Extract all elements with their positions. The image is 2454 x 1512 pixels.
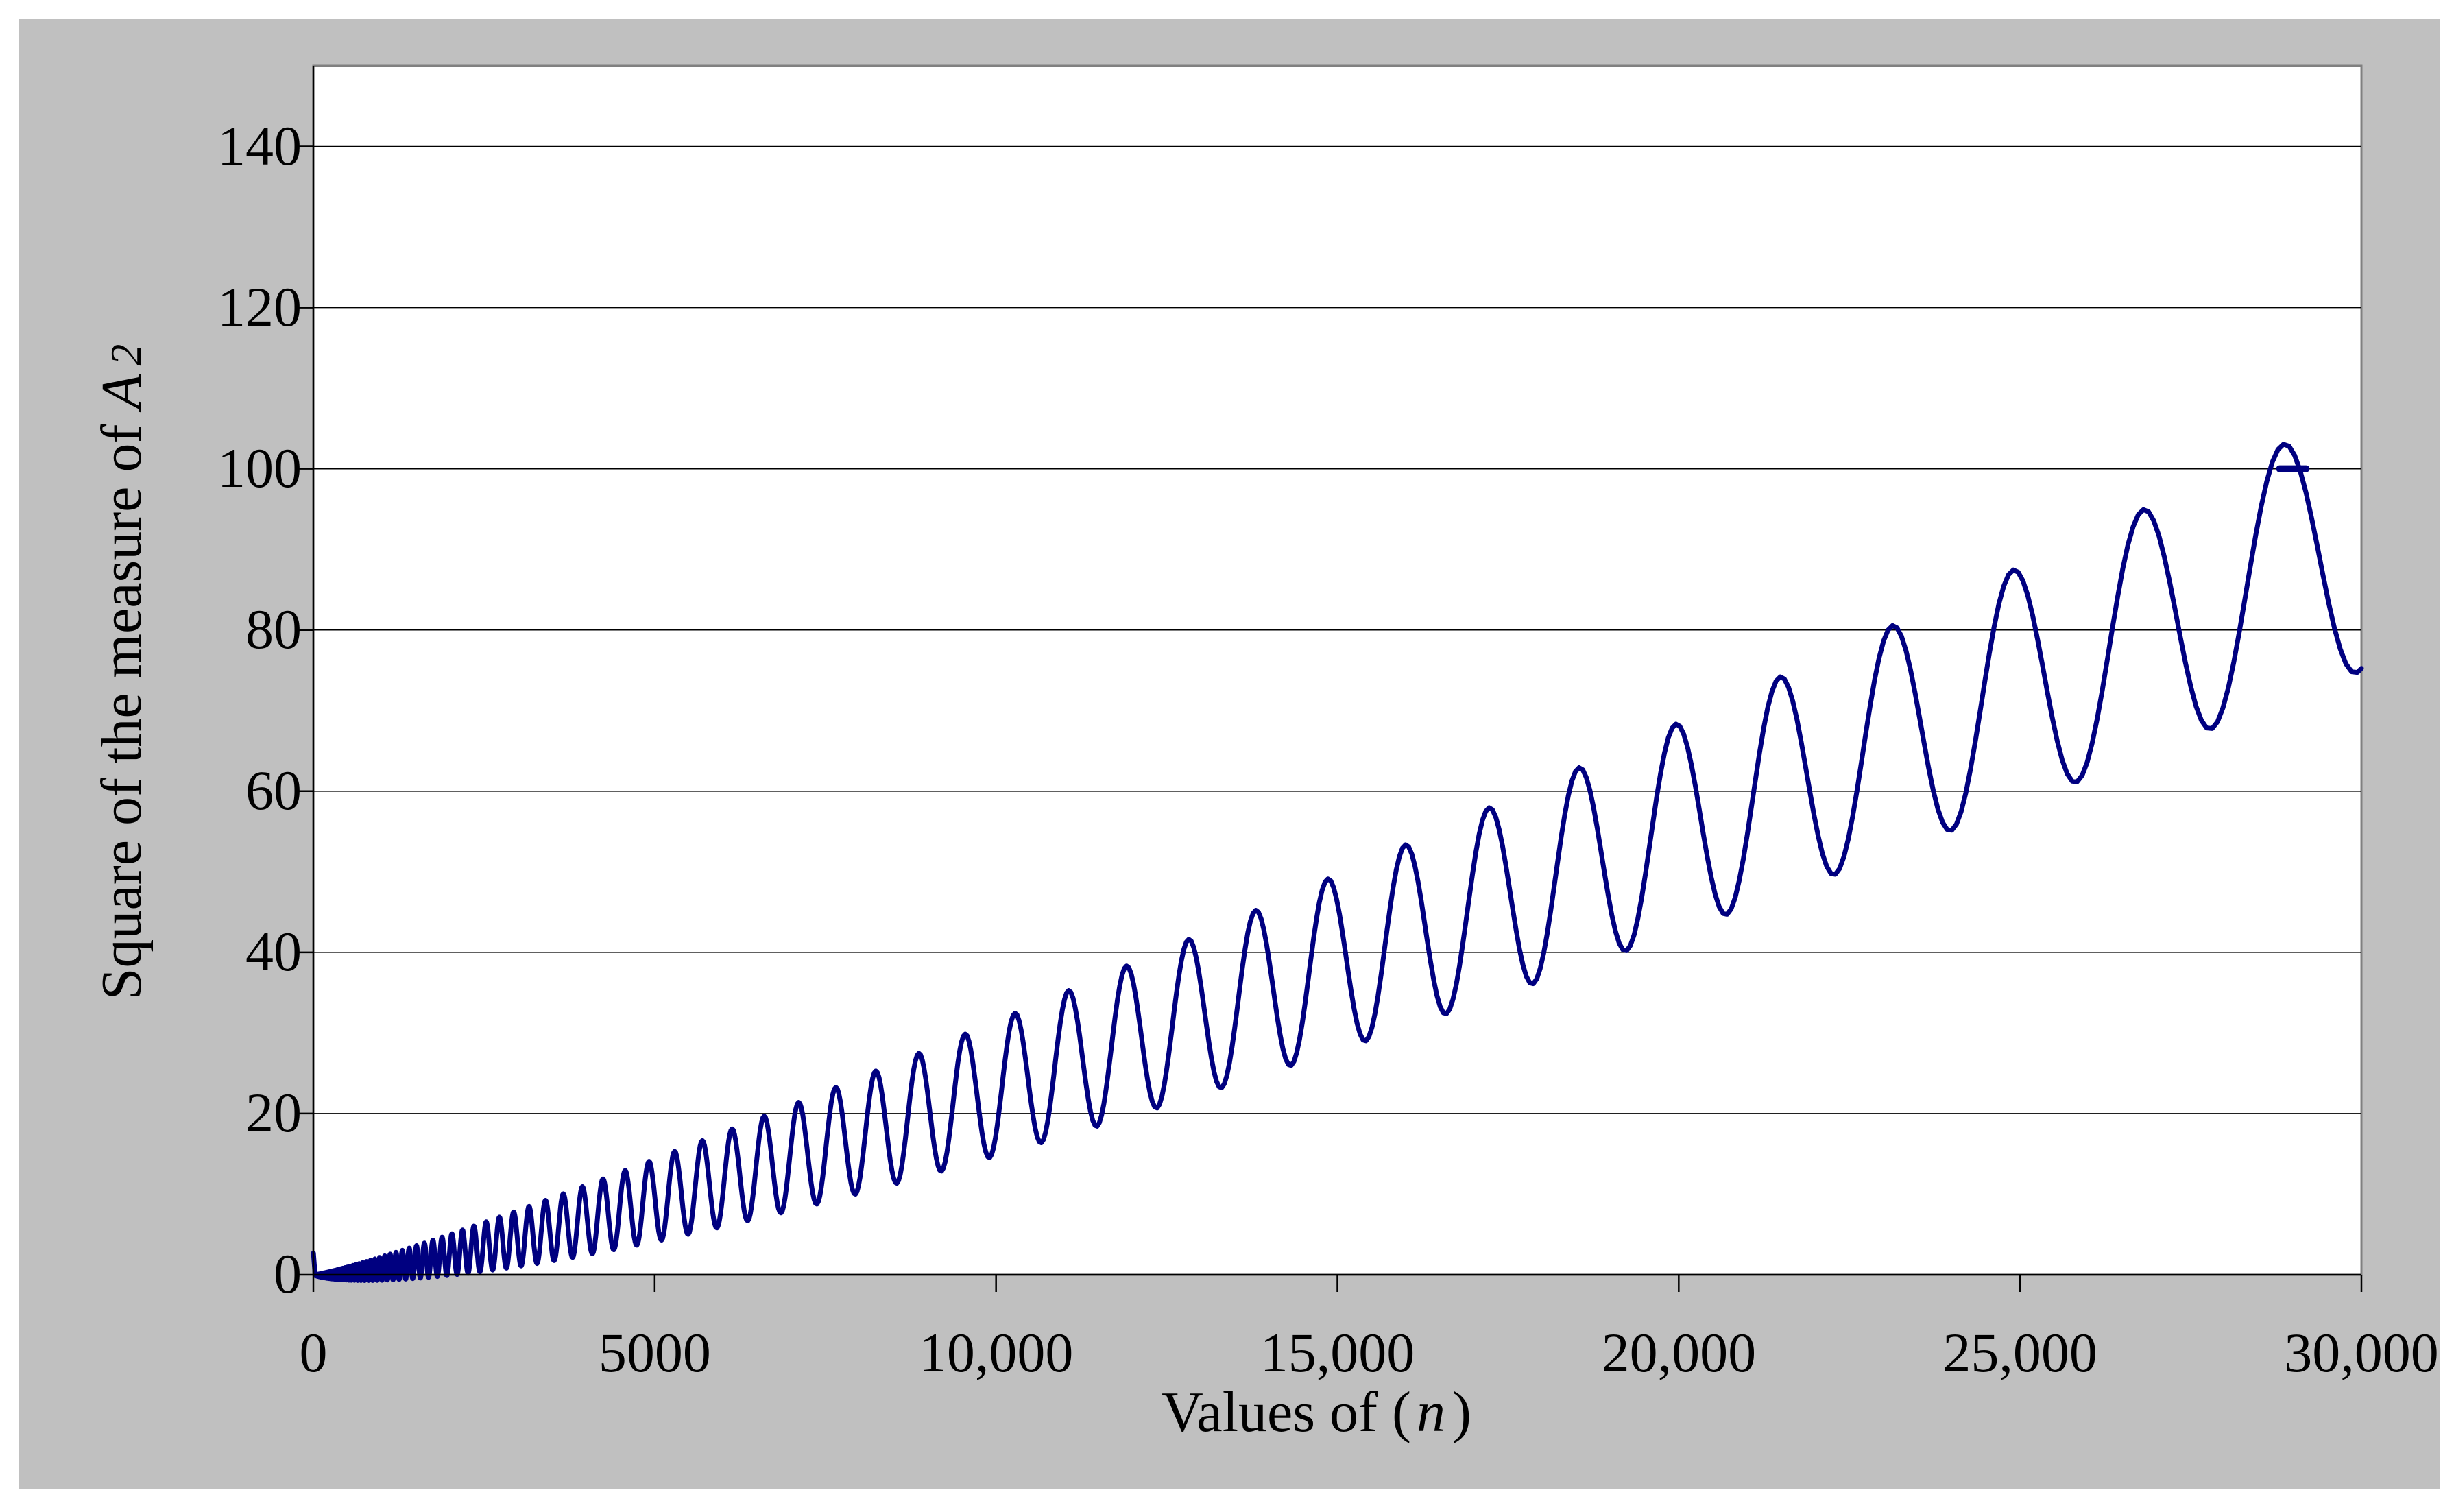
chart-area: 0 5000 10,000 15,000 20,000 25,000 30,000 0 20 40… — [19, 19, 2440, 1489]
x-tick-label-25000: 25,000 — [1942, 1321, 2097, 1384]
y-tick-label-100: 100 — [217, 436, 302, 499]
y-tick-label-140: 140 — [217, 114, 302, 177]
x-tick-label-0: 0 — [299, 1321, 328, 1384]
y-tick-label-20: 20 — [245, 1081, 302, 1144]
y-tick-label-0: 0 — [274, 1243, 302, 1305]
y-axis-title-text: Square of the measure of — [90, 424, 154, 1000]
y-tick-label-80: 80 — [245, 597, 302, 660]
plot-canvas — [296, 64, 2364, 1292]
series-line — [311, 442, 2364, 1283]
x-tick-label-20000: 20,000 — [1601, 1321, 1757, 1384]
y-tick-label-120: 120 — [217, 275, 302, 338]
x-tick-label-5000: 5000 — [598, 1321, 711, 1384]
x-tick-label-15000: 15,000 — [1260, 1321, 1415, 1384]
x-axis-title: Values of (n) — [1162, 1383, 1471, 1442]
y-tick-label-60: 60 — [245, 758, 302, 821]
x-axis-title-prefix: Values of ( — [1162, 1380, 1411, 1444]
y-axis-title: Square of the measure of A 2 — [90, 344, 156, 1000]
y-axis-title-variable: A — [90, 374, 154, 409]
y-axis-title-subscript: 2 — [102, 344, 150, 366]
y-tick-label-40: 40 — [245, 920, 302, 983]
x-tick-label-30000: 30,000 — [2284, 1321, 2439, 1384]
plot-area — [312, 64, 2363, 1276]
x-tick-label-10000: 10,000 — [918, 1321, 1074, 1384]
x-axis-title-variable: n — [1416, 1380, 1445, 1444]
x-axis-title-suffix: ) — [1452, 1380, 1471, 1444]
